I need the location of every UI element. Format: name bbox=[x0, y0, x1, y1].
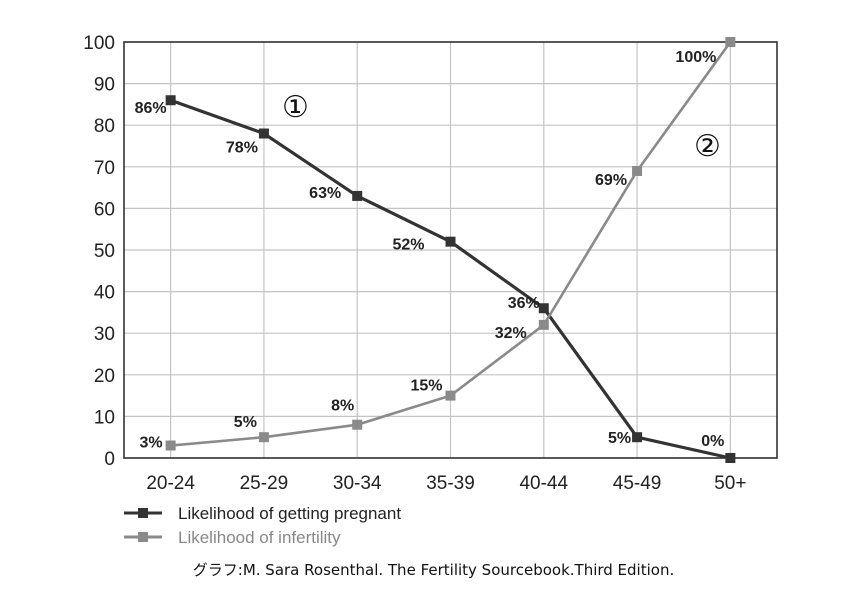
y-tick-label: 30 bbox=[94, 324, 115, 345]
y-tick-label: 70 bbox=[94, 158, 115, 179]
line-chart: 0 10 20 30 40 50 60 70 80 90 100 20-24 25-29 30-34 35-… bbox=[83, 33, 778, 547]
y-tick-label: 10 bbox=[94, 407, 115, 428]
data-point-pregnant bbox=[445, 236, 456, 247]
y-tick-label: 100 bbox=[83, 33, 115, 54]
data-point-infertility bbox=[165, 440, 176, 451]
x-tick-label: 40-44 bbox=[519, 473, 568, 494]
data-point-infertility bbox=[352, 419, 363, 430]
data-label-infertility: 8% bbox=[331, 398, 354, 415]
legend-label-infertility: Likelihood of infertility bbox=[178, 528, 341, 547]
legend-item-infertility: Likelihood of infertility bbox=[124, 528, 341, 547]
x-tick-label: 20-24 bbox=[146, 473, 195, 494]
data-point-pregnant bbox=[725, 453, 736, 463]
y-tick-label: 0 bbox=[104, 449, 115, 470]
data-label-infertility: 15% bbox=[410, 378, 442, 395]
y-tick-label: 50 bbox=[94, 241, 115, 262]
legend-swatch-marker-pregnant bbox=[138, 508, 148, 518]
legend: Likelihood of getting pregnant Likelihoo… bbox=[124, 504, 401, 547]
x-tick-label: 45-49 bbox=[613, 473, 662, 494]
legend-label-pregnant: Likelihood of getting pregnant bbox=[178, 504, 401, 523]
legend-item-pregnant: Likelihood of getting pregnant bbox=[124, 504, 401, 523]
data-point-pregnant bbox=[258, 128, 269, 139]
y-tick-label: 60 bbox=[94, 199, 115, 220]
data-point-infertility bbox=[632, 165, 643, 176]
data-label-pregnant: 52% bbox=[392, 237, 424, 254]
data-point-pregnant bbox=[352, 190, 363, 201]
plot-frame bbox=[123, 41, 778, 459]
x-tick-label: 25-29 bbox=[240, 473, 289, 494]
y-tick-label: 90 bbox=[94, 75, 115, 96]
data-label-infertility: 32% bbox=[495, 325, 527, 342]
annotation-marker-1: ① bbox=[282, 90, 309, 125]
y-tick-label: 20 bbox=[94, 366, 115, 387]
data-point-infertility bbox=[258, 432, 269, 443]
source-caption: グラフ:M. Sara Rosenthal. The Fertility Sou… bbox=[192, 561, 675, 579]
y-tick-label: 40 bbox=[94, 283, 115, 304]
x-tick-label: 30-34 bbox=[333, 473, 382, 494]
data-label-pregnant: 5% bbox=[608, 430, 631, 447]
data-label-infertility: 100% bbox=[675, 49, 716, 66]
data-label-pregnant: 0% bbox=[701, 433, 724, 450]
data-label-infertility: 3% bbox=[140, 435, 163, 452]
data-point-infertility bbox=[725, 37, 736, 47]
data-point-infertility bbox=[445, 390, 456, 401]
data-point-pregnant bbox=[632, 432, 643, 443]
data-point-infertility bbox=[538, 319, 549, 330]
x-tick-label: 50+ bbox=[714, 473, 746, 494]
data-label-infertility: 5% bbox=[234, 414, 257, 431]
data-label-pregnant: 63% bbox=[309, 185, 341, 202]
data-label-pregnant: 86% bbox=[135, 100, 167, 117]
data-label-infertility: 69% bbox=[595, 172, 627, 189]
data-point-pregnant bbox=[165, 95, 176, 106]
legend-swatch-marker-infertility bbox=[138, 532, 148, 542]
y-tick-label: 80 bbox=[94, 116, 115, 137]
data-point-pregnant bbox=[538, 303, 549, 314]
annotation-marker-2: ② bbox=[694, 129, 721, 164]
data-label-pregnant: 36% bbox=[508, 295, 540, 312]
x-tick-label: 35-39 bbox=[426, 473, 475, 494]
data-label-pregnant: 78% bbox=[226, 140, 258, 157]
